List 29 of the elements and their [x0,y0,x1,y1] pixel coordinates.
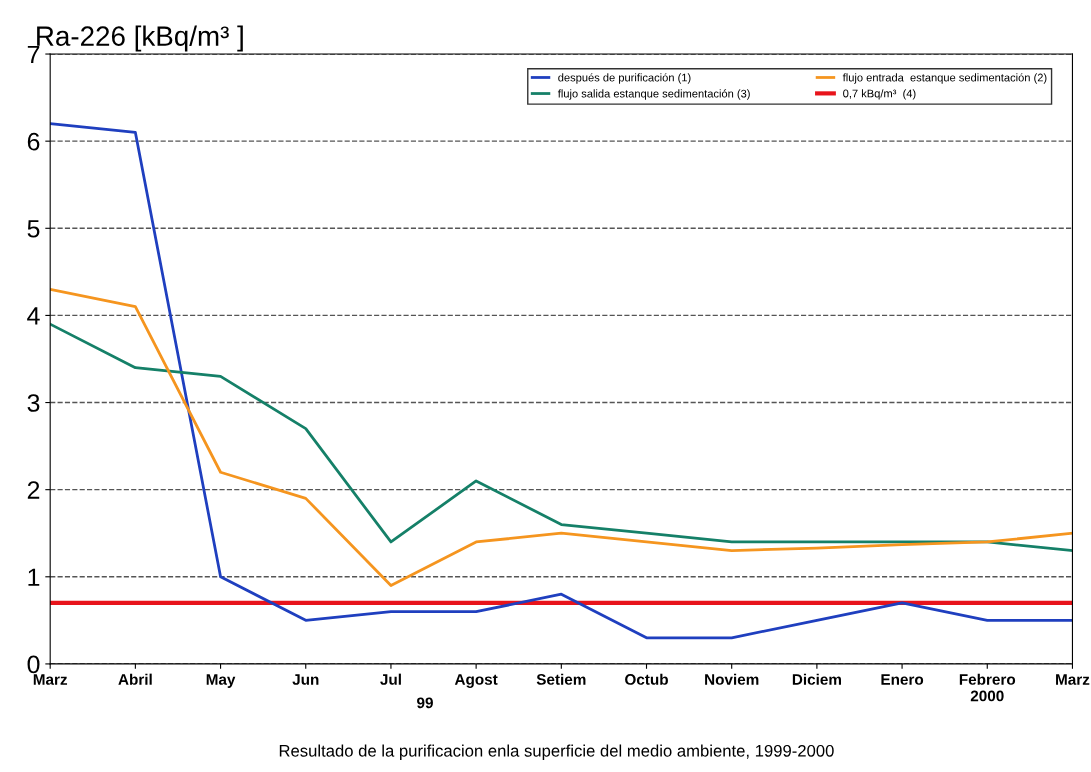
x-tick-label: May [206,674,236,688]
line-series [50,287,1073,587]
y-tick-label: 5 [27,220,40,238]
x-tick-label: Agost [454,674,498,688]
y-tick-label: 0 [27,655,40,674]
x-tick-label: Diciem [792,673,841,685]
line-series [50,122,1073,640]
x-tick-label: Octub [625,673,668,685]
x-tick-label: Febrero 2000 [959,673,1016,702]
text: 99 [417,697,433,709]
y-tick-label: 2 [27,481,40,499]
legend-label: flujo entrada estanque sedimentación (2) [842,73,1047,84]
x-tick-label: Abril [118,673,152,685]
y-tick-label: 4 [27,307,40,325]
x-tick-label: Jul [380,673,401,685]
legend-label: después de purificación (1) [558,73,691,84]
x-tick-label: Setiem [536,673,586,685]
x-tick-label: Marz [33,674,68,685]
text: Resultado de la purificacion enla superficie del medio ambiente, 1999-2000 [279,744,834,761]
y-tick-label: 1 [28,568,40,586]
x-tick-label: Enero [881,674,924,685]
y-tick-label: 6 [27,132,40,151]
x-tick-label: Jun [292,674,319,685]
legend-label: flujo salida estanque sedimentación (3) [557,89,750,100]
line-series [50,322,1073,553]
y-tick-label: 3 [27,394,40,412]
legend-label: 0,7 kBq/m³ (4) [843,89,916,100]
x-tick-label: Marz [1056,674,1090,685]
x-tick-label: Noviem [705,673,759,685]
